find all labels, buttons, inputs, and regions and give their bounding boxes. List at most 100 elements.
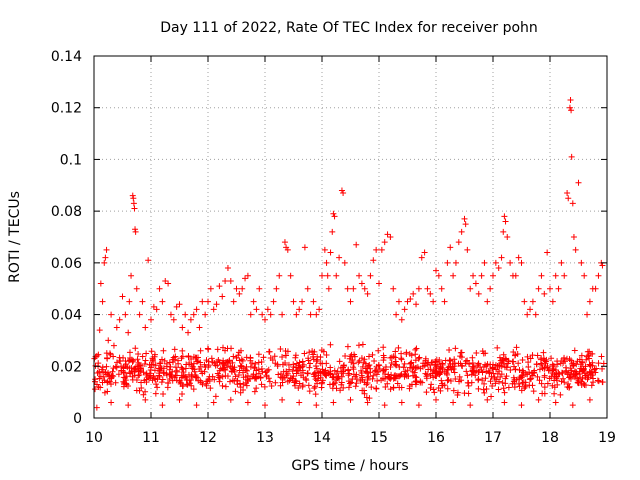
data-point	[196, 324, 203, 331]
data-point	[535, 396, 542, 403]
data-point	[123, 373, 130, 380]
data-point	[554, 361, 561, 368]
data-point	[345, 366, 352, 373]
data-point	[138, 384, 145, 391]
data-point	[148, 348, 155, 355]
data-point	[142, 357, 149, 364]
data-point	[494, 344, 501, 351]
data-point	[452, 376, 459, 383]
data-point	[427, 384, 434, 391]
data-point	[141, 361, 148, 368]
data-point	[165, 280, 172, 287]
data-point	[419, 363, 426, 370]
data-point	[159, 298, 166, 305]
data-point	[150, 361, 157, 368]
data-point	[160, 369, 167, 376]
data-point	[299, 382, 306, 389]
data-point	[280, 368, 287, 375]
data-point	[575, 179, 582, 186]
data-point	[398, 356, 405, 363]
data-point	[321, 370, 328, 377]
data-point	[562, 368, 569, 375]
data-point	[544, 249, 551, 256]
data-point	[329, 228, 336, 235]
data-point	[379, 367, 386, 374]
data-point	[224, 265, 231, 272]
data-point	[370, 257, 377, 264]
data-point	[586, 298, 593, 305]
data-point	[569, 402, 576, 409]
data-point	[542, 358, 549, 365]
data-point	[524, 371, 531, 378]
x-axis-label: GPS time / hours	[291, 458, 408, 474]
data-point	[299, 367, 306, 374]
data-point	[433, 267, 439, 274]
data-point	[350, 366, 357, 373]
data-point	[149, 377, 156, 384]
data-point	[106, 350, 113, 357]
data-point	[336, 358, 343, 365]
data-point	[560, 375, 567, 382]
data-point	[130, 357, 137, 364]
data-point	[365, 353, 372, 360]
data-point	[284, 370, 291, 377]
data-point	[380, 344, 387, 351]
data-point	[577, 365, 584, 372]
data-point	[240, 369, 247, 376]
data-point	[570, 371, 577, 378]
data-point	[267, 311, 274, 318]
data-point	[352, 383, 359, 390]
data-point	[372, 367, 379, 374]
data-point	[462, 221, 469, 228]
data-point	[538, 272, 545, 279]
data-point	[518, 387, 525, 394]
data-point	[390, 375, 397, 382]
y-tick-label: 0.12	[51, 101, 82, 117]
data-point	[160, 347, 167, 354]
data-point	[236, 290, 243, 297]
data-point	[356, 272, 363, 279]
data-point	[95, 383, 102, 390]
data-point	[478, 366, 485, 373]
data-point	[197, 377, 204, 384]
data-point	[431, 389, 438, 396]
data-point	[240, 381, 247, 388]
data-point	[573, 370, 580, 377]
data-point	[436, 356, 443, 363]
data-point	[179, 390, 186, 397]
data-point	[525, 359, 532, 366]
data-point	[552, 399, 559, 406]
data-point	[251, 388, 258, 395]
data-point	[398, 371, 405, 378]
data-point	[441, 382, 448, 389]
data-point	[348, 359, 355, 366]
data-point	[425, 366, 432, 373]
data-point	[96, 327, 103, 334]
data-point	[124, 364, 131, 371]
x-tick-label: 12	[199, 430, 217, 446]
data-point	[171, 346, 178, 353]
data-point	[565, 380, 572, 387]
data-point	[504, 234, 511, 240]
data-point	[167, 311, 174, 318]
data-point	[371, 357, 378, 364]
data-point	[252, 374, 259, 381]
data-point	[108, 375, 115, 382]
data-point	[376, 280, 382, 287]
data-point	[367, 272, 374, 279]
data-point	[282, 359, 289, 366]
data-point	[499, 357, 506, 364]
data-point	[230, 353, 237, 360]
data-point	[480, 386, 487, 393]
data-point	[361, 390, 368, 397]
data-point	[595, 378, 602, 385]
data-point	[458, 228, 465, 235]
data-point	[541, 384, 548, 391]
data-point	[317, 374, 324, 381]
data-point	[153, 306, 160, 313]
data-point	[594, 377, 601, 384]
data-point	[401, 306, 408, 313]
data-point	[536, 377, 543, 384]
data-point	[299, 298, 306, 305]
data-point	[564, 371, 571, 378]
